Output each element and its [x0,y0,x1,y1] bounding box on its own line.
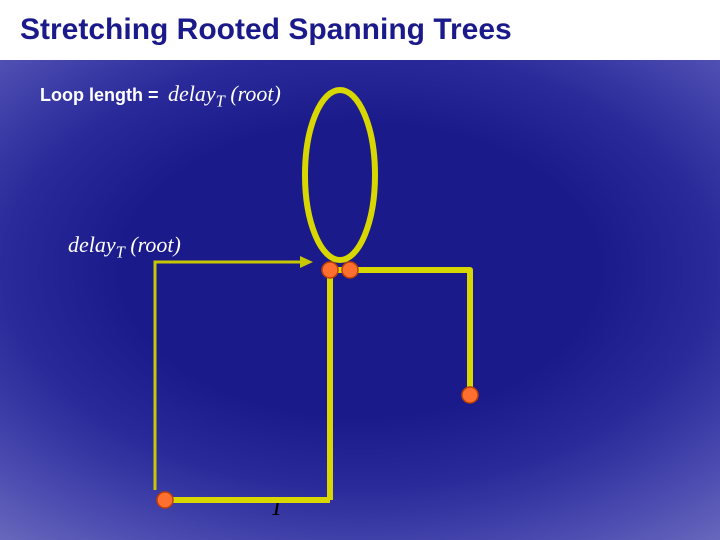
tree-edges [165,270,470,500]
delay-arrow-path [155,262,310,490]
tree-node [342,262,358,278]
diagram-svg [0,0,720,540]
loop-ellipse [305,90,375,260]
tree-node [462,387,478,403]
slide: Stretching Rooted Spanning Trees Loop le… [0,0,720,540]
tree-node [322,262,338,278]
tree-node [157,492,173,508]
delay-arrow-head [300,256,313,268]
